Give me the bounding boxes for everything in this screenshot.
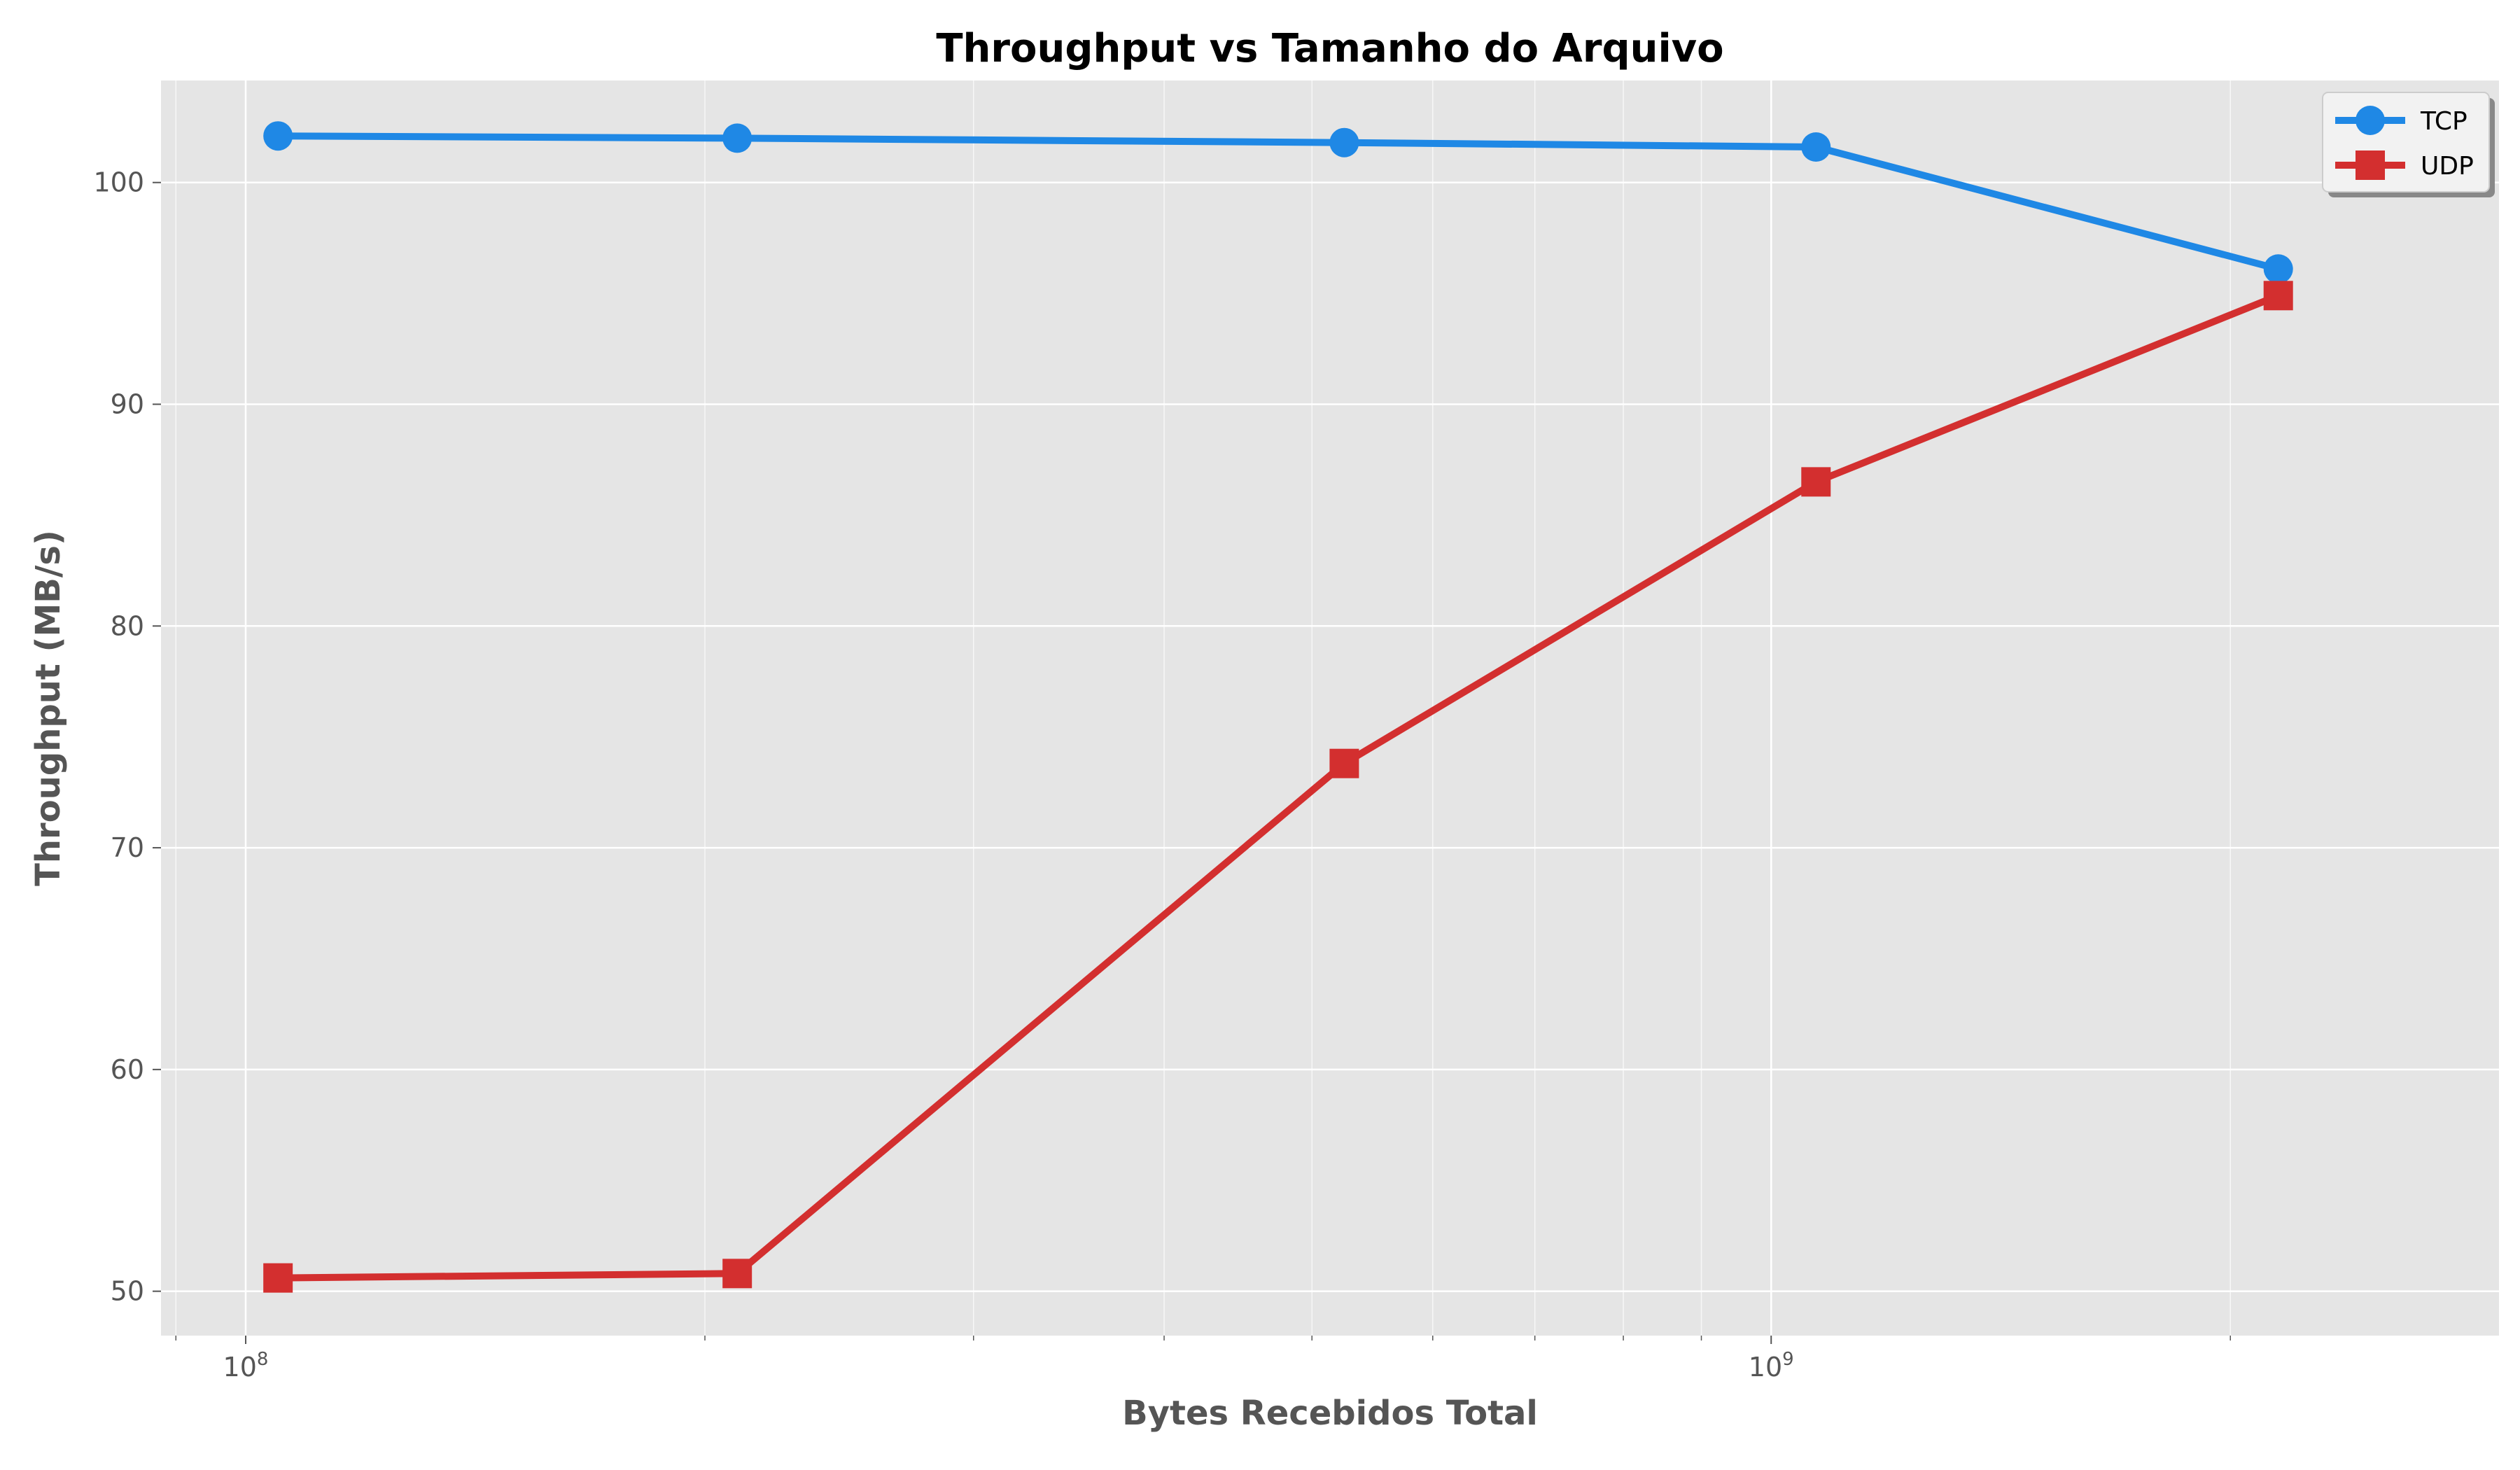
- series-layer: [263, 121, 2293, 1293]
- legend-udp-marker: [2356, 150, 2385, 180]
- y-tick-label: 50: [111, 1276, 144, 1307]
- udp-point: [1801, 467, 1831, 497]
- x-axis-label: Bytes Recebidos Total: [1122, 1394, 1538, 1433]
- udp-point: [263, 1263, 293, 1293]
- x-tick-label: 109: [1749, 1349, 1794, 1382]
- y-tick-label: 90: [111, 389, 144, 420]
- tcp-point: [1801, 132, 1831, 162]
- grid: [161, 80, 2499, 1336]
- legend-udp-label: UDP: [2421, 152, 2474, 181]
- udp-point: [722, 1259, 752, 1289]
- legend-tcp-label: TCP: [2420, 107, 2468, 136]
- udp-point: [2263, 281, 2293, 311]
- y-tick-label: 70: [111, 832, 144, 863]
- x-axis-ticks: 108 109: [175, 1336, 2232, 1382]
- tcp-point: [263, 121, 293, 151]
- tcp-point: [1329, 127, 1359, 158]
- legend-tcp-marker: [2356, 106, 2385, 135]
- tcp-point: [2263, 254, 2293, 284]
- tcp-point: [722, 123, 752, 153]
- plot-area: [161, 80, 2499, 1336]
- y-axis-ticks: 50 60 70 80 90 100: [93, 167, 161, 1307]
- udp-point: [1329, 748, 1359, 778]
- chart-title: Throughput vs Tamanho do Arquivo: [936, 26, 1723, 71]
- y-tick-label: 80: [111, 610, 144, 641]
- y-tick-label: 100: [93, 167, 144, 198]
- y-tick-label: 60: [111, 1054, 144, 1085]
- x-tick-label: 108: [223, 1349, 269, 1382]
- y-axis-label: Throughput (MB/s): [29, 530, 68, 886]
- legend: TCP UDP: [2322, 92, 2495, 197]
